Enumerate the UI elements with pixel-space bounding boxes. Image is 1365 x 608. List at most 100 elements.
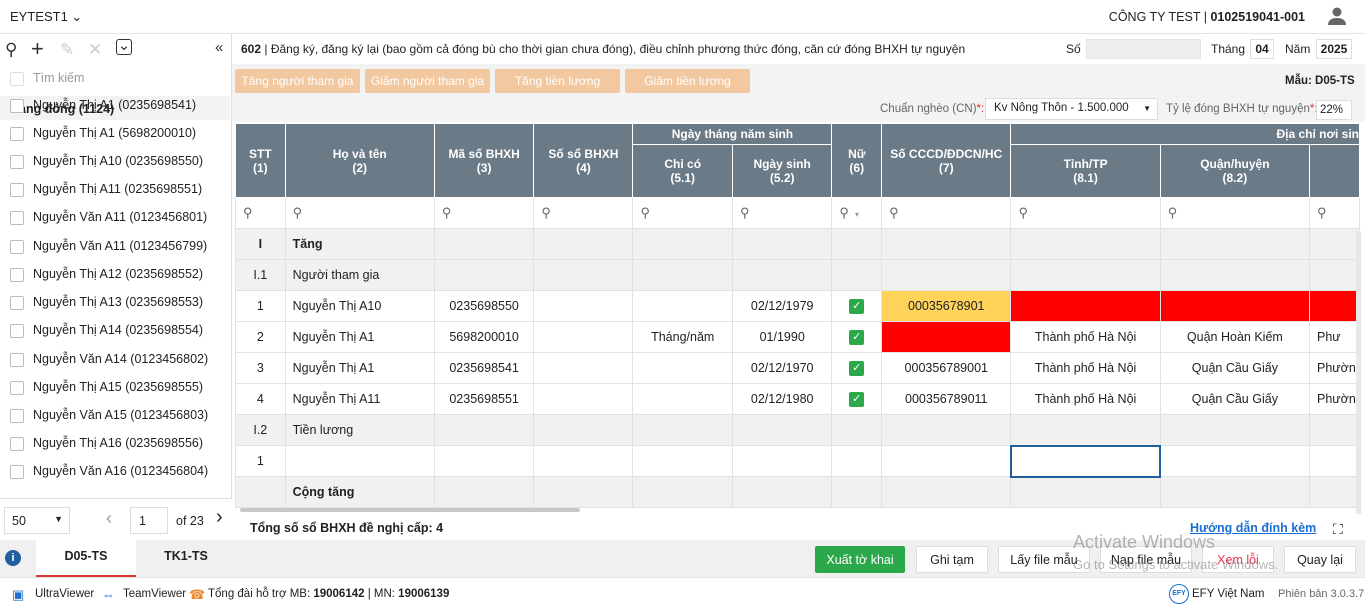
col-tinh: Tỉnh/TP (8.1)	[1010, 144, 1161, 198]
filter-cell[interactable]: ⚲	[284, 197, 435, 229]
collapse-panel-icon[interactable]: «	[215, 39, 224, 56]
teamviewer-link[interactable]: TeamViewer	[123, 588, 187, 600]
filter-cell[interactable]: ⚲	[1159, 197, 1310, 229]
item-checkbox[interactable]	[10, 267, 24, 282]
item-checkbox[interactable]	[10, 436, 24, 451]
save-draft-button[interactable]: Ghi tạm	[916, 546, 988, 573]
decrease-salary-button[interactable]: Giảm tiền lương	[625, 69, 750, 93]
table-row[interactable]: 3 Nguyễn Thị A1 0235698541 02/12/1970 ✓ …	[235, 352, 1360, 384]
so-input[interactable]	[1086, 39, 1201, 59]
teamviewer-icon[interactable]: ⇔	[102, 587, 115, 602]
list-item[interactable]: Nguyễn Thị A15 (0235698555)	[10, 380, 203, 395]
remove-participant-button[interactable]: Giảm người tham gia	[365, 69, 490, 93]
table-row[interactable]: 2 Nguyễn Thị A1 5698200010 Tháng/năm 01/…	[235, 321, 1360, 353]
list-item[interactable]: Nguyễn Thị A11 (0235698551)	[10, 182, 202, 197]
search-input[interactable]: Tìm kiếm	[33, 71, 85, 85]
filter-cell[interactable]: ⚲	[731, 197, 833, 229]
filter-cell[interactable]: ⚲	[433, 197, 535, 229]
item-checkbox[interactable]	[10, 239, 24, 254]
checked-icon[interactable]: ✓	[849, 330, 865, 345]
item-checkbox[interactable]	[10, 154, 24, 169]
item-checkbox[interactable]	[10, 380, 24, 395]
filter-cell[interactable]: ⚲	[1308, 197, 1360, 229]
view-errors-button[interactable]: Xem lỗi	[1202, 546, 1274, 573]
item-checkbox[interactable]	[10, 464, 24, 479]
checked-icon[interactable]: ✓	[849, 299, 865, 314]
delete-icon[interactable]: ✕	[88, 40, 103, 59]
list-item[interactable]: Nguyễn Thị A1 (0235698541)	[10, 98, 196, 113]
item-checkbox[interactable]	[10, 408, 24, 423]
ultraviewer-icon[interactable]: ▣	[12, 587, 25, 602]
guide-link[interactable]: Hướng dẫn đính kèm	[1190, 521, 1317, 535]
list-item[interactable]: Nguyễn Thị A10 (0235698550)	[10, 154, 203, 169]
export-button[interactable]: Xuất tờ khai	[815, 546, 905, 573]
nam-input[interactable]: 2025	[1316, 39, 1352, 59]
page-input[interactable]: 1	[130, 507, 168, 534]
item-checkbox[interactable]	[10, 210, 24, 225]
checked-icon[interactable]: ✓	[849, 361, 865, 376]
table-row[interactable]: 1 Nguyễn Thị A10 0235698550 02/12/1979 ✓…	[235, 290, 1360, 322]
filter-cell[interactable]: ⚲	[533, 197, 634, 229]
search-icon[interactable]: ⚲	[5, 40, 18, 59]
search-row[interactable]: Tìm kiếm	[10, 71, 84, 86]
filter-cell[interactable]: ⚲	[881, 197, 1012, 229]
filter-cell[interactable]: ⚲ ▾	[831, 197, 883, 229]
back-button[interactable]: Quay lại	[1284, 546, 1356, 573]
checked-icon[interactable]: ✓	[849, 392, 865, 407]
select-all-checkbox[interactable]	[10, 71, 24, 86]
poverty-select[interactable]: Kv Nông Thôn - 1.500.000 ▼	[985, 98, 1158, 120]
table-row[interactable]: 1	[235, 444, 1360, 478]
horizontal-scrollbar[interactable]	[240, 508, 580, 512]
item-checkbox[interactable]	[10, 352, 24, 367]
tab-d05-ts[interactable]: D05-TS	[36, 540, 136, 577]
col-quan: Quận/huyện (8.2)	[1159, 144, 1310, 198]
next-page-icon[interactable]: ›	[216, 506, 223, 528]
list-item[interactable]: Nguyễn Thị A16 (0235698556)	[10, 436, 203, 451]
page-size-select[interactable]: 50 ▼	[4, 507, 70, 534]
edit-icon[interactable]: ✎	[60, 40, 75, 59]
search-icon: ⚲	[1018, 205, 1028, 220]
item-checkbox[interactable]	[10, 98, 24, 113]
ultraviewer-link[interactable]: UltraViewer	[35, 588, 95, 600]
fullscreen-icon[interactable]: ⛶	[1333, 521, 1343, 537]
list-item[interactable]: Nguyễn Thị A1 (5698200010)	[10, 126, 196, 141]
list-item[interactable]: Nguyễn Thị A13 (0235698553)	[10, 295, 203, 310]
item-checkbox[interactable]	[10, 295, 24, 310]
chevron-down-icon: ⌄	[71, 9, 83, 24]
list-item[interactable]: Nguyễn Văn A11 (0123456801)	[10, 210, 207, 225]
user-icon[interactable]	[1327, 6, 1347, 26]
item-checkbox[interactable]	[10, 126, 24, 141]
app-switcher[interactable]: EYTEST1 ⌄	[10, 9, 82, 25]
selected-cell[interactable]	[1009, 444, 1162, 478]
prev-page-icon[interactable]: ‹	[106, 508, 112, 528]
collapse-all-icon[interactable]: ⌄	[116, 37, 132, 55]
list-item[interactable]: Nguyễn Thị A12 (0235698552)	[10, 267, 203, 282]
search-icon: ⚲	[292, 205, 303, 220]
info-icon[interactable]: i	[5, 550, 21, 566]
filter-cell[interactable]: ⚲	[632, 197, 733, 229]
thang-label: Tháng	[1211, 42, 1246, 56]
tab-tk1-ts[interactable]: TK1-TS	[164, 549, 208, 563]
filter-dropdown-icon[interactable]: ▾	[854, 210, 859, 219]
list-item[interactable]: Nguyễn Văn A16 (0123456804)	[10, 464, 208, 479]
filter-cell[interactable]: ⚲	[235, 197, 286, 229]
vertical-scrollbar[interactable]	[1356, 231, 1361, 514]
increase-salary-button[interactable]: Tăng tiền lương	[495, 69, 620, 93]
col-ma-bhxh: Mã số BHXH (3)	[433, 123, 535, 198]
thang-input[interactable]: 04	[1250, 39, 1274, 59]
table-row[interactable]: 4 Nguyễn Thị A11 0235698551 02/12/1980 ✓…	[235, 383, 1360, 415]
filter-cell[interactable]: ⚲	[1010, 197, 1161, 229]
get-template-button[interactable]: Lấy file mẫu	[998, 546, 1090, 573]
list-item[interactable]: Nguyễn Thị A14 (0235698554)	[10, 323, 203, 338]
rate-input[interactable]: 22%	[1316, 100, 1352, 120]
list-item[interactable]: Nguyễn Văn A15 (0123456803)	[10, 408, 208, 423]
load-template-button[interactable]: Nạp file mẫu	[1100, 546, 1192, 573]
item-checkbox[interactable]	[10, 323, 24, 338]
item-checkbox[interactable]	[10, 182, 24, 197]
add-icon[interactable]: +	[31, 36, 44, 61]
list-item[interactable]: Nguyễn Văn A14 (0123456802)	[10, 352, 208, 367]
section-row: I.1 Người tham gia	[235, 259, 1360, 291]
hotline: Tổng đài hỗ trợ MB: 19006142 | MN: 19006…	[208, 588, 450, 600]
add-participant-button[interactable]: Tăng người tham gia	[235, 69, 360, 93]
list-item[interactable]: Nguyễn Văn A11 (0123456799)	[10, 239, 207, 254]
